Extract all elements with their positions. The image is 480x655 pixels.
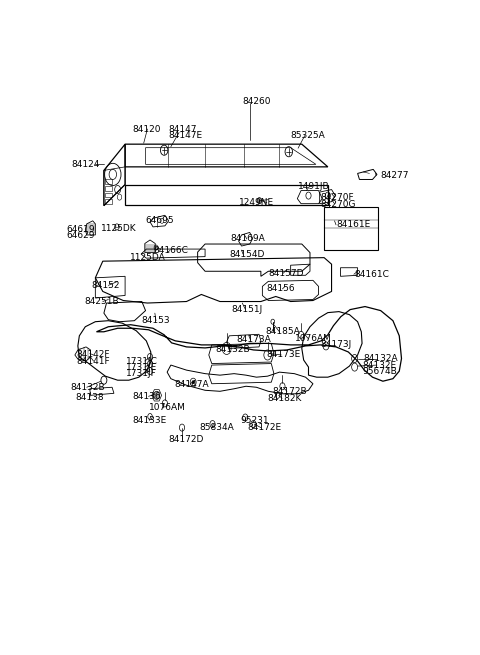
Text: 1491JB: 1491JB — [298, 181, 330, 191]
Text: 84151J: 84151J — [231, 305, 263, 314]
Text: 84120: 84120 — [132, 124, 161, 134]
Text: 84138: 84138 — [75, 393, 104, 402]
Text: 1731JC: 1731JC — [125, 356, 157, 365]
Text: 84270G: 84270G — [321, 200, 356, 209]
Text: 84136: 84136 — [132, 392, 161, 401]
Text: 1076AM: 1076AM — [295, 334, 332, 343]
Text: 84141F: 84141F — [76, 357, 109, 366]
Text: 85325A: 85325A — [290, 130, 325, 140]
Text: 95231: 95231 — [241, 416, 269, 425]
Circle shape — [154, 391, 160, 400]
Text: 84154D: 84154D — [229, 250, 264, 259]
Text: 84161E: 84161E — [336, 220, 370, 229]
Text: 95674B: 95674B — [362, 367, 397, 376]
Text: 84153: 84153 — [142, 316, 170, 325]
Text: 84277: 84277 — [380, 171, 408, 180]
Text: 64695: 64695 — [145, 216, 174, 225]
Text: 84152: 84152 — [92, 281, 120, 290]
Text: 1125DK: 1125DK — [101, 224, 136, 233]
Text: 84147E: 84147E — [168, 131, 202, 140]
Text: 84166C: 84166C — [154, 246, 189, 255]
Text: 84124: 84124 — [71, 160, 99, 169]
Text: 1125DA: 1125DA — [130, 253, 166, 262]
Text: 84173A: 84173A — [236, 335, 271, 345]
Text: 64619: 64619 — [67, 225, 96, 234]
Bar — [324, 207, 378, 250]
Text: 84173J: 84173J — [321, 341, 352, 349]
Text: 1076AM: 1076AM — [149, 403, 186, 413]
Text: 84132A: 84132A — [363, 354, 398, 363]
Text: 1731JF: 1731JF — [125, 369, 156, 378]
Text: 1731JE: 1731JE — [125, 363, 157, 371]
Text: 84132B: 84132B — [216, 345, 250, 354]
Text: 85834A: 85834A — [200, 423, 235, 432]
Circle shape — [257, 198, 262, 204]
Text: 84133E: 84133E — [132, 416, 167, 425]
Text: 84142F: 84142F — [76, 350, 109, 360]
Text: 84270F: 84270F — [321, 193, 354, 202]
Text: 84185A: 84185A — [265, 328, 300, 336]
Text: 84147A: 84147A — [175, 380, 209, 388]
Text: 84156: 84156 — [266, 284, 295, 293]
Text: 84172B: 84172B — [273, 387, 307, 396]
Text: 84132E: 84132E — [362, 360, 396, 369]
Text: 84251B: 84251B — [84, 297, 119, 306]
Circle shape — [192, 381, 194, 384]
Text: 84173E: 84173E — [266, 350, 300, 360]
Text: 84132B: 84132B — [71, 383, 105, 392]
Text: 1249NE: 1249NE — [239, 198, 274, 207]
Text: 64629: 64629 — [67, 231, 95, 240]
Text: 84161C: 84161C — [354, 270, 389, 279]
Text: 84172D: 84172D — [168, 435, 204, 443]
Text: 84147: 84147 — [168, 124, 196, 134]
Text: 84157D: 84157D — [268, 269, 304, 278]
Text: 84182K: 84182K — [267, 394, 301, 403]
Text: 84169A: 84169A — [230, 234, 265, 244]
Text: 84260: 84260 — [242, 97, 271, 106]
Text: 84172E: 84172E — [248, 423, 282, 432]
